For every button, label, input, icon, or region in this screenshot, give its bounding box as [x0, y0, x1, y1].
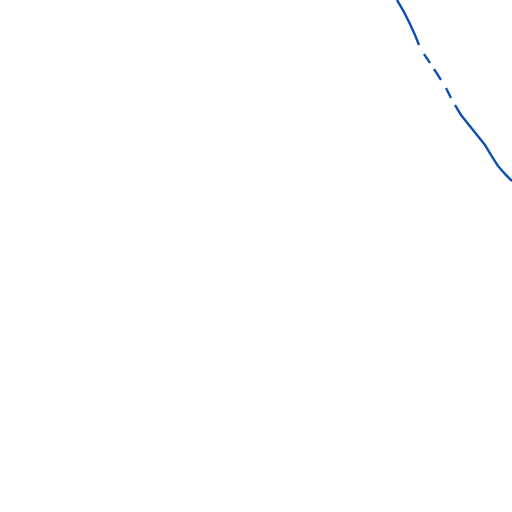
boundary-line — [395, 0, 421, 46]
boundary-dash — [444, 87, 453, 99]
boundary-dash — [432, 68, 443, 81]
boundary-dash — [423, 53, 431, 64]
boundary-line — [453, 104, 512, 182]
